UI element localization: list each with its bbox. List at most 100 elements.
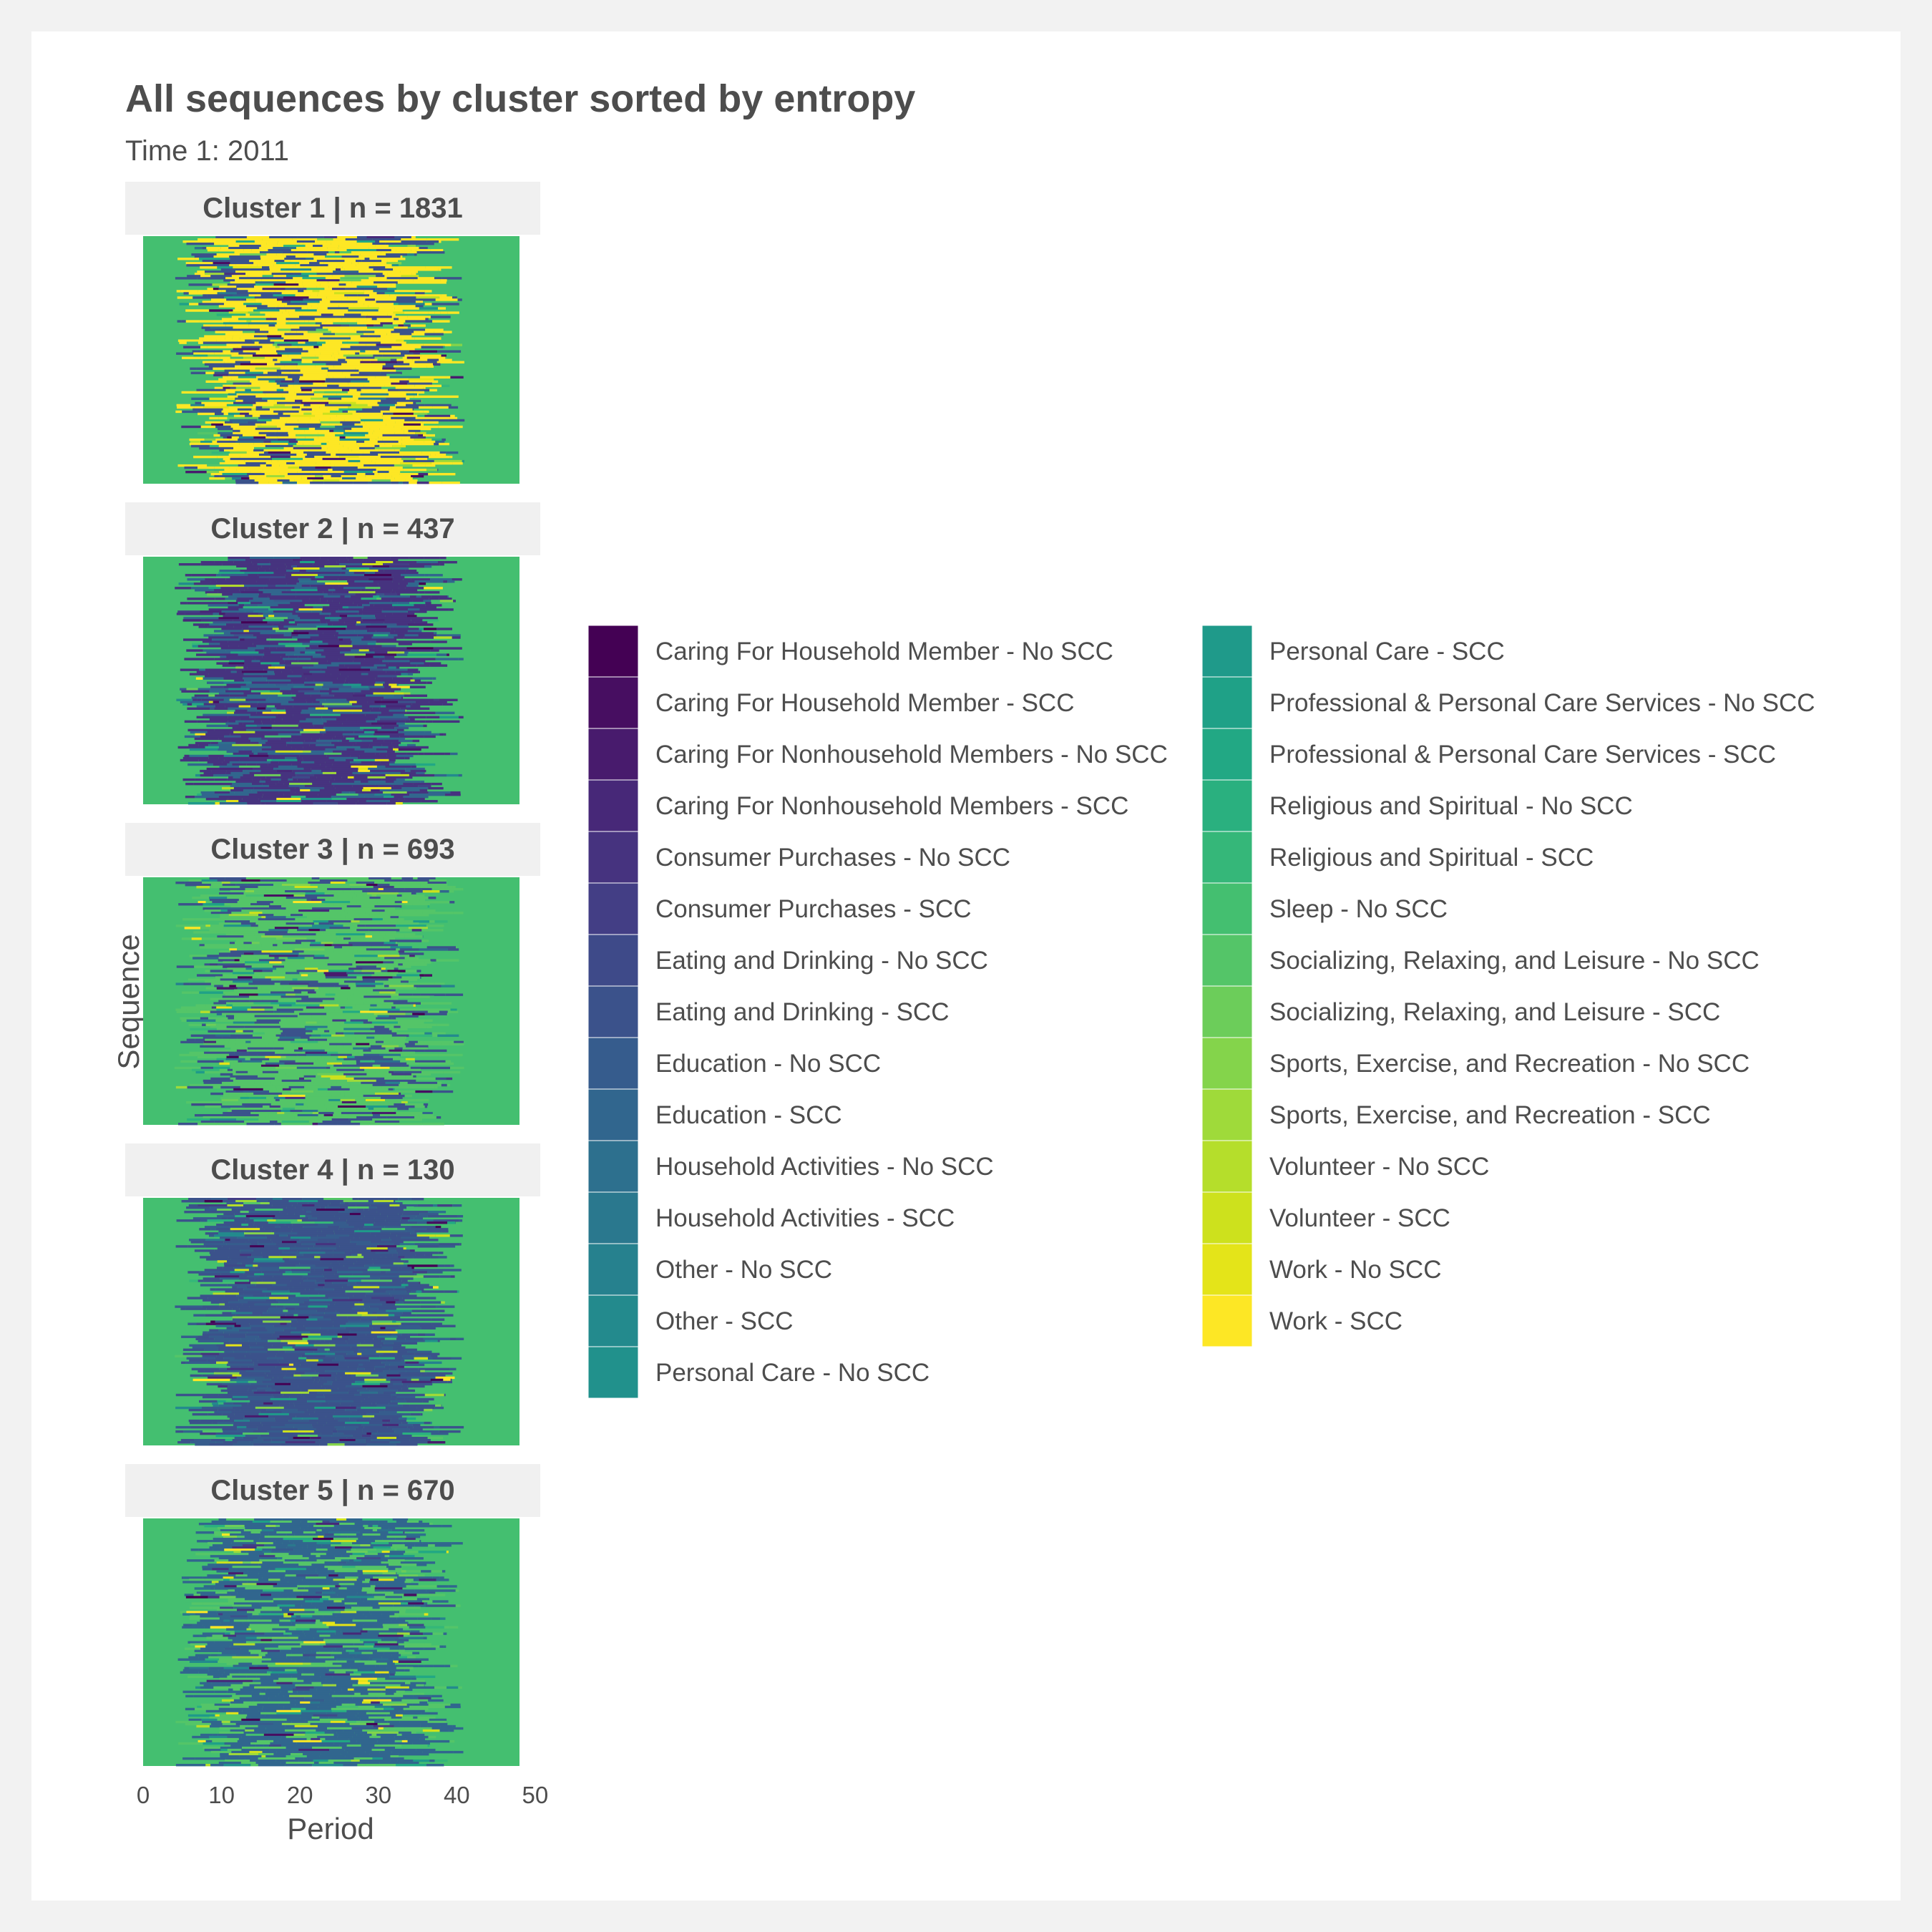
sequence-state-segment bbox=[269, 961, 282, 964]
sequence-state-segment bbox=[309, 1036, 316, 1040]
sequence-state-segment bbox=[435, 440, 445, 444]
sequence-state-segment bbox=[311, 1034, 321, 1038]
sequence-state-segment bbox=[387, 651, 405, 654]
sequence-state-segment bbox=[303, 412, 312, 416]
sequence-state-segment bbox=[247, 1094, 263, 1098]
sequence-state-segment bbox=[364, 937, 374, 940]
sequence-state-segment bbox=[394, 961, 425, 964]
sequence-state-segment bbox=[353, 557, 368, 560]
sequence-state-segment bbox=[218, 444, 241, 448]
sequence-state-segment bbox=[297, 1053, 306, 1057]
sequence-state-segment bbox=[255, 681, 269, 684]
sequence-state-segment bbox=[416, 249, 431, 252]
sequence-state-segment bbox=[190, 1034, 216, 1038]
sequence-state-segment bbox=[315, 427, 343, 431]
sequence-state-segment bbox=[308, 882, 331, 884]
sequence-state-segment bbox=[371, 1111, 396, 1115]
sequence-state-segment bbox=[313, 1090, 327, 1093]
sequence-state-segment bbox=[235, 1200, 257, 1203]
sequence-state-segment bbox=[296, 673, 303, 675]
sequence-state-segment bbox=[349, 1088, 370, 1091]
sequence-state-segment bbox=[339, 479, 345, 482]
sequence-state-segment bbox=[371, 974, 378, 977]
sequence-state-segment bbox=[371, 927, 400, 930]
sequence-state-segment bbox=[225, 1090, 243, 1093]
sequence-state-segment bbox=[324, 1006, 341, 1009]
sequence-state-segment bbox=[399, 481, 403, 484]
sequence-state-segment bbox=[389, 470, 401, 474]
sequence-state-segment bbox=[321, 313, 333, 316]
sequence-state-segment bbox=[250, 1006, 273, 1009]
sequence-state-segment bbox=[406, 1230, 415, 1233]
sequence-state-segment bbox=[424, 557, 440, 560]
sequence-state-segment bbox=[328, 386, 351, 390]
sequence-state-segment bbox=[333, 903, 361, 906]
sequence-state-segment bbox=[303, 750, 311, 753]
sequence-state-segment bbox=[317, 384, 328, 388]
sequence-state-segment bbox=[233, 752, 254, 756]
sequence-state-segment bbox=[381, 1096, 403, 1100]
sequence-state-segment bbox=[275, 1068, 297, 1072]
sequence-state-segment bbox=[267, 670, 274, 673]
sequence-state-segment bbox=[255, 281, 286, 284]
sequence-state-segment bbox=[380, 1064, 402, 1068]
sequence-state-segment bbox=[255, 408, 270, 411]
sequence-state-segment bbox=[399, 318, 426, 321]
sequence-state-segment bbox=[418, 985, 441, 987]
sequence-state-segment bbox=[255, 423, 261, 426]
sequence-state-segment bbox=[255, 401, 278, 405]
sequence-state-segment bbox=[260, 255, 286, 258]
sequence-state-segment bbox=[328, 470, 344, 474]
sequence-state-segment bbox=[202, 1122, 218, 1126]
sequence-state-segment bbox=[404, 959, 431, 962]
sequence-state-segment bbox=[326, 731, 354, 734]
sequence-state-segment bbox=[396, 683, 399, 686]
sequence-state-segment bbox=[317, 1228, 339, 1231]
sequence-state-segment bbox=[418, 434, 423, 437]
sequence-state-segment bbox=[209, 444, 219, 448]
sequence-state-segment bbox=[348, 739, 362, 743]
sequence-state-segment bbox=[286, 879, 306, 882]
sequence-state-segment bbox=[365, 298, 375, 301]
sequence-state-segment bbox=[369, 266, 374, 269]
sequence-state-segment bbox=[250, 1217, 273, 1220]
sequence-state-segment bbox=[224, 758, 240, 762]
sequence-state-segment bbox=[230, 1064, 261, 1068]
sequence-state-segment bbox=[413, 412, 428, 416]
sequence-state-segment bbox=[325, 404, 351, 407]
sequence-state-segment bbox=[416, 1234, 436, 1237]
sequence-state-segment bbox=[393, 1058, 406, 1061]
sequence-state-segment bbox=[225, 799, 239, 803]
sequence-state-segment bbox=[277, 401, 301, 405]
sequence-state-segment bbox=[205, 924, 210, 927]
sequence-state-segment bbox=[205, 591, 218, 594]
sequence-state-segment bbox=[350, 1239, 381, 1241]
sequence-state-segment bbox=[241, 955, 269, 957]
sequence-state-segment bbox=[288, 619, 295, 622]
sequence-state-segment bbox=[219, 888, 245, 891]
sequence-state-segment bbox=[293, 384, 317, 388]
sequence-state-segment bbox=[291, 632, 309, 635]
sequence-state-segment bbox=[250, 741, 259, 745]
sequence-state-segment bbox=[375, 1234, 397, 1237]
sequence-state-segment bbox=[212, 283, 228, 286]
sequence-state-segment bbox=[377, 716, 409, 719]
sequence-state-segment bbox=[400, 1025, 427, 1029]
sequence-state-segment bbox=[282, 1107, 295, 1111]
sequence-state-segment bbox=[218, 1230, 233, 1233]
sequence-state-segment bbox=[268, 331, 286, 333]
sequence-state-segment bbox=[246, 619, 263, 622]
sequence-state-segment bbox=[394, 897, 404, 899]
sequence-state-segment bbox=[379, 472, 400, 476]
sequence-state-segment bbox=[225, 589, 240, 592]
sequence-state-segment bbox=[373, 470, 378, 474]
sequence-state-segment bbox=[301, 361, 307, 364]
sequence-state-segment bbox=[426, 468, 438, 472]
sequence-state-segment bbox=[235, 361, 250, 364]
sequence-state-segment bbox=[338, 384, 364, 388]
sequence-state-segment bbox=[196, 1008, 201, 1011]
sequence-state-segment bbox=[375, 240, 380, 243]
sequence-state-segment bbox=[364, 1215, 388, 1218]
sequence-state-segment bbox=[238, 645, 256, 648]
sequence-state-segment bbox=[422, 619, 439, 622]
